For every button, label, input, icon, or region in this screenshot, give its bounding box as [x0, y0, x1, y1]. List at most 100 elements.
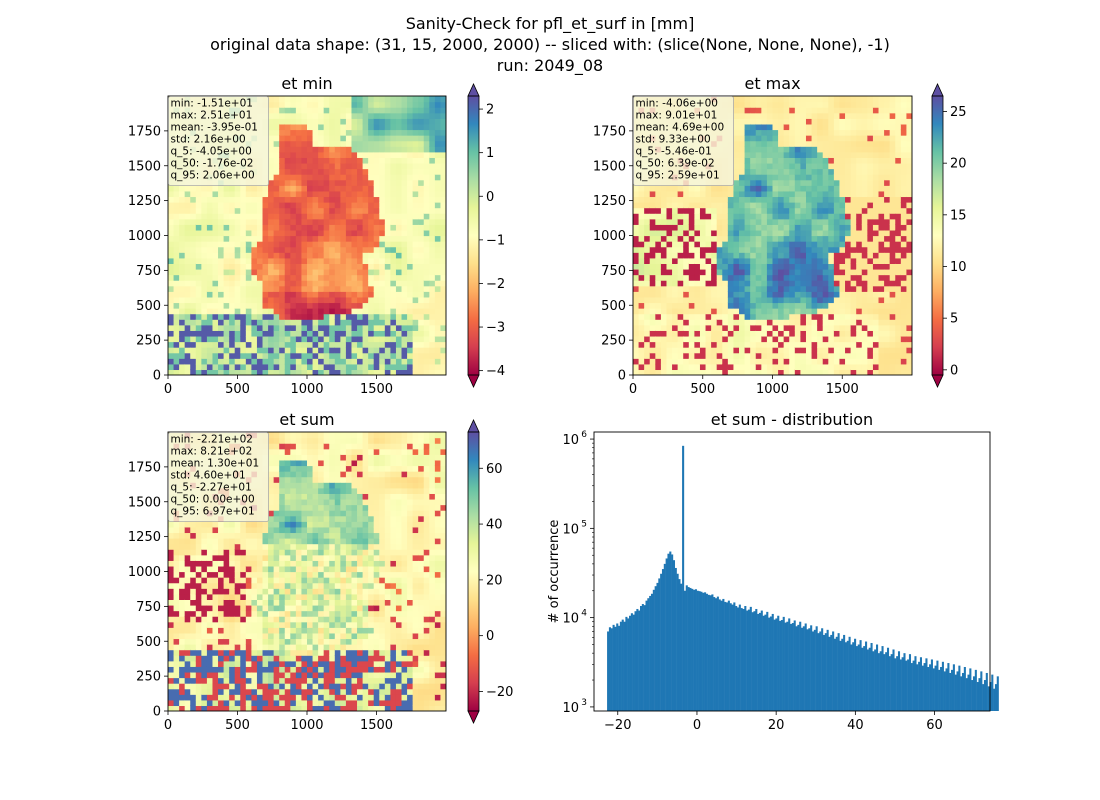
heatmap-cell — [168, 185, 175, 192]
heatmap-cell — [649, 252, 656, 259]
heatmap-cell — [872, 274, 880, 281]
heatmap-cell — [323, 129, 330, 136]
heatmap-cell — [429, 335, 436, 343]
heatmap-cell — [279, 196, 286, 203]
heatmap-cell — [839, 174, 846, 181]
heatmap-cell — [733, 268, 740, 276]
heatmap-cell — [307, 352, 314, 359]
heatmap-cell — [716, 352, 723, 359]
heatmap-cell — [727, 341, 735, 348]
heatmap-cell — [373, 202, 380, 209]
heatmap-cell — [794, 129, 801, 136]
heatmap-cell — [290, 174, 297, 181]
heatmap-cell — [273, 352, 280, 359]
heatmap-cell — [401, 291, 408, 298]
heatmap-cell — [828, 140, 835, 147]
heatmap-cell — [839, 118, 846, 125]
heatmap-cell — [434, 263, 442, 270]
heatmap-cell — [195, 224, 202, 231]
heatmap-cell — [429, 308, 436, 315]
heatmap-cell — [318, 174, 325, 181]
heatmap-cell — [279, 341, 286, 348]
heatmap-cell — [655, 280, 662, 287]
heatmap-cell — [884, 190, 891, 198]
heatmap-cell — [884, 196, 891, 203]
heatmap-cell — [633, 241, 640, 248]
heatmap-cell — [379, 96, 386, 103]
heatmap-cell — [407, 157, 414, 164]
heatmap-cell — [805, 285, 813, 292]
heatmap-cell — [268, 157, 275, 164]
heatmap-cell — [778, 308, 785, 315]
heatmap-cell — [440, 341, 446, 348]
heatmap-cell — [789, 185, 796, 192]
heatmap-cell — [168, 207, 175, 214]
heatmap-cell — [800, 118, 807, 125]
heatmap-cell — [884, 241, 891, 248]
heatmap-cell — [783, 246, 790, 253]
heatmap-cell — [660, 313, 668, 320]
heatmap-cell — [833, 296, 841, 304]
heatmap-cell — [761, 252, 768, 259]
heatmap-cell — [212, 202, 219, 209]
heatmap-cell — [761, 123, 768, 131]
heatmap-cell — [223, 207, 230, 214]
heatmap-cell — [323, 285, 330, 292]
heatmap-cell — [318, 257, 325, 264]
heatmap-cell — [789, 218, 796, 225]
heatmap-cell — [872, 157, 880, 164]
heatmap-cell — [256, 268, 264, 276]
heatmap-cell — [395, 107, 403, 114]
heatmap-cell — [206, 207, 214, 214]
heatmap-cell — [772, 112, 779, 119]
heatmap-cell — [677, 268, 684, 276]
heatmap-cell — [234, 341, 241, 348]
heatmap-cell — [850, 319, 857, 326]
heatmap-cell — [168, 341, 175, 348]
heatmap-cell — [822, 330, 829, 337]
heatmap-cell — [699, 274, 707, 281]
heatmap-cell — [418, 330, 425, 337]
heatmap-cell — [672, 268, 679, 276]
heatmap-cell — [750, 185, 757, 192]
heatmap-cell — [800, 96, 807, 103]
heatmap-cell — [418, 196, 425, 203]
heatmap-cell — [649, 285, 656, 292]
heatmap-cell — [284, 96, 291, 103]
heatmap-cell — [234, 285, 241, 292]
heatmap-cell — [245, 335, 252, 343]
heatmap-cell — [301, 196, 308, 203]
heatmap-cell — [201, 308, 208, 315]
heatmap-cell — [711, 213, 718, 220]
heatmap-cell — [395, 207, 403, 214]
heatmap-cell — [279, 129, 286, 136]
heatmap-cell — [722, 302, 729, 309]
heatmap-cell — [884, 146, 891, 153]
heatmap-cell — [705, 319, 712, 326]
heatmap-cell — [772, 157, 779, 164]
heatmap-cell — [434, 369, 442, 375]
heatmap-cell — [284, 369, 291, 375]
heatmap-cell — [373, 252, 380, 259]
heatmap-cell — [323, 263, 330, 270]
heatmap-cell — [872, 347, 880, 354]
heatmap-cell — [755, 330, 762, 337]
heatmap-cell — [649, 224, 656, 231]
heatmap-cell — [889, 319, 896, 326]
heatmap-cell — [351, 107, 358, 114]
heatmap-cell — [660, 213, 668, 220]
heatmap-cell — [822, 101, 829, 108]
heatmap-cell — [733, 246, 740, 253]
heatmap-cell — [889, 129, 896, 136]
heatmap-cell — [660, 352, 668, 359]
heatmap-cell — [861, 274, 868, 281]
heatmap-cell — [638, 330, 645, 337]
heatmap-cell — [683, 213, 690, 220]
heatmap-cell — [750, 107, 757, 114]
heatmap-cell — [357, 168, 364, 175]
heatmap-cell — [867, 241, 874, 248]
heatmap-cell — [373, 96, 380, 103]
heatmap-cell — [644, 319, 651, 326]
heatmap-cell — [351, 174, 358, 181]
heatmap-cell — [666, 352, 673, 359]
